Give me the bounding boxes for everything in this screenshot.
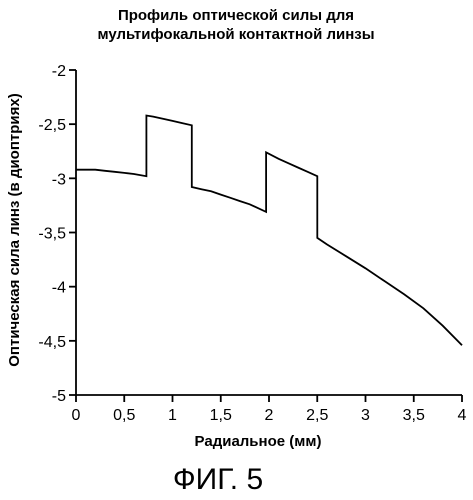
x-tick-label: 1,5 [210,407,232,424]
power-profile-line [76,116,462,346]
chart-title-line-1: Профиль оптической силы для [118,7,354,24]
figure-label: ФИГ. 5 [173,463,263,496]
x-tick-label: 1 [168,407,177,424]
x-tick-label: 2,5 [306,407,328,424]
y-tick-label: -4,5 [38,334,66,351]
x-tick-label: 3,5 [403,407,425,424]
x-tick-label: 3 [361,407,370,424]
chart-title-line-2: мультифокальной контактной линзы [97,26,374,43]
x-tick-label: 0 [72,407,81,424]
y-tick-label: -3,5 [38,226,66,243]
x-axis-ticks: 0 0,5 1 1,5 2 2,5 3 3,5 4 [72,395,467,424]
y-tick-label: -5 [52,388,66,405]
x-axis-title: Радиальное (мм) [195,433,322,450]
x-tick-label: 0,5 [113,407,135,424]
y-tick-label: -4 [52,280,66,297]
y-axis-title: Оптическая сила линз (в диоптриях) [6,93,23,366]
x-tick-label: 4 [458,407,467,424]
y-tick-label: -2,5 [38,117,66,134]
y-tick-label: -3 [52,171,66,188]
y-tick-label: -2 [52,63,66,80]
x-tick-label: 2 [265,407,274,424]
y-axis-ticks: -2 -2,5 -3 -3,5 -4 -4,5 -5 [38,63,76,405]
